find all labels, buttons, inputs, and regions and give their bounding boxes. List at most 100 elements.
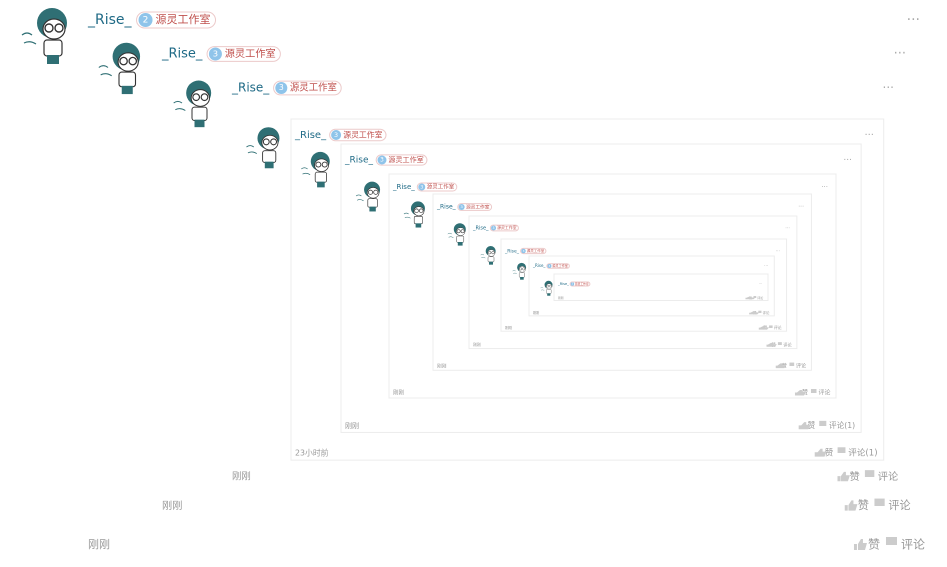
username[interactable]: _Rise_: [344, 156, 373, 166]
avatar-glass: [192, 93, 201, 102]
more-menu[interactable]: ···: [798, 204, 804, 211]
avatar-body: [519, 272, 525, 278]
comment-icon: [874, 498, 885, 506]
avatar-glass: [200, 93, 209, 102]
badge-level-bg: [491, 225, 497, 231]
avatar-glass: [128, 56, 138, 66]
comment-button[interactable]: 评论: [888, 498, 910, 512]
avatar-glass: [519, 267, 523, 271]
more-menu[interactable]: ···: [843, 156, 852, 166]
nested-box: [340, 143, 862, 433]
like-icon: [837, 471, 850, 482]
avatar[interactable]: [447, 223, 466, 246]
group-name: 源灵工作室: [343, 130, 382, 140]
group-name: 源灵工作室: [552, 263, 568, 268]
avatar-body: [314, 171, 327, 183]
avatar-scribble: [246, 145, 257, 154]
username[interactable]: _Rise_: [392, 183, 415, 191]
avatar-face: [117, 52, 139, 72]
like-button[interactable]: 赞: [808, 420, 816, 430]
like-icon: [745, 296, 756, 300]
avatar-face: [518, 266, 526, 273]
avatar-legs: [47, 55, 59, 64]
group-name: 源灵工作室: [156, 12, 211, 26]
username[interactable]: _Rise_: [161, 47, 203, 62]
nested-box: [388, 173, 837, 399]
badge: [489, 224, 519, 232]
avatar-face: [261, 134, 279, 151]
avatar[interactable]: [21, 8, 67, 64]
comment-button[interactable]: 评论(1): [829, 420, 855, 430]
username[interactable]: _Rise_: [557, 282, 569, 286]
username[interactable]: _Rise_: [231, 81, 270, 95]
comment-button[interactable]: 评论: [763, 310, 770, 315]
group-name: 源灵工作室: [388, 155, 423, 164]
username[interactable]: _Rise_: [436, 204, 457, 211]
avatar-body: [546, 289, 552, 294]
badge: [546, 263, 570, 269]
badge-level-bg: [377, 155, 387, 165]
more-menu[interactable]: ···: [894, 47, 906, 62]
username[interactable]: _Rise_: [504, 249, 520, 255]
avatar[interactable]: [301, 151, 330, 188]
comment-button[interactable]: 评论: [774, 325, 782, 330]
badge-level-bg: [275, 82, 288, 94]
badge-level: 3: [380, 158, 384, 164]
comment-button[interactable]: 评论: [796, 362, 806, 370]
more-menu[interactable]: ···: [883, 81, 894, 95]
comment-button[interactable]: 评论: [878, 470, 899, 483]
time: 刚刚: [393, 389, 405, 397]
time: 刚刚: [88, 538, 110, 551]
avatar[interactable]: [98, 42, 141, 95]
avatar[interactable]: [540, 280, 553, 296]
more-menu[interactable]: ···: [776, 250, 780, 255]
avatar-face: [366, 187, 380, 199]
time: 刚刚: [505, 325, 513, 330]
like-icon: [749, 311, 760, 315]
more-menu[interactable]: ···: [785, 226, 790, 232]
comment-button[interactable]: 评论: [818, 389, 830, 397]
avatar-face: [314, 158, 329, 172]
avatar[interactable]: [246, 127, 280, 169]
username[interactable]: _Rise_: [472, 226, 489, 232]
like-button[interactable]: 赞: [849, 470, 859, 483]
avatar[interactable]: [355, 181, 381, 212]
username[interactable]: _Rise_: [294, 130, 327, 141]
comment-icon: [777, 342, 782, 345]
more-menu[interactable]: ···: [821, 183, 828, 191]
avatar-face: [42, 18, 66, 40]
more-menu[interactable]: ···: [759, 282, 762, 286]
avatar-scribble: [173, 100, 186, 111]
avatar-scribble: [98, 65, 112, 77]
more-menu[interactable]: ···: [864, 130, 874, 141]
like-button[interactable]: 赞: [825, 447, 834, 459]
username[interactable]: _Rise_: [87, 12, 133, 28]
avatar[interactable]: [480, 246, 496, 265]
group-name: 源灵工作室: [497, 225, 517, 230]
nested-box: [528, 255, 775, 317]
comment-button[interactable]: 评论(1): [848, 447, 877, 459]
avatar-body: [413, 216, 423, 225]
avatar-glass: [119, 56, 128, 66]
like-button[interactable]: 赞: [858, 499, 869, 512]
avatar-legs: [457, 242, 463, 246]
comment-icon: [864, 470, 875, 477]
avatar-scribble: [540, 287, 545, 291]
more-menu[interactable]: ···: [764, 263, 768, 268]
avatar-face: [487, 249, 496, 257]
avatar[interactable]: [403, 201, 425, 228]
nested-box: [553, 273, 769, 301]
avatar[interactable]: [173, 80, 212, 128]
comment-button[interactable]: 评论: [901, 538, 925, 552]
like-button[interactable]: 赞: [868, 538, 880, 552]
username[interactable]: _Rise_: [532, 263, 546, 268]
avatar[interactable]: [512, 262, 527, 280]
time: 刚刚: [232, 472, 251, 483]
more-menu[interactable]: ···: [907, 12, 920, 28]
comment-button[interactable]: 评论: [783, 342, 792, 349]
comment-button[interactable]: 评论: [757, 295, 763, 300]
group-name: 源灵工作室: [225, 47, 276, 60]
